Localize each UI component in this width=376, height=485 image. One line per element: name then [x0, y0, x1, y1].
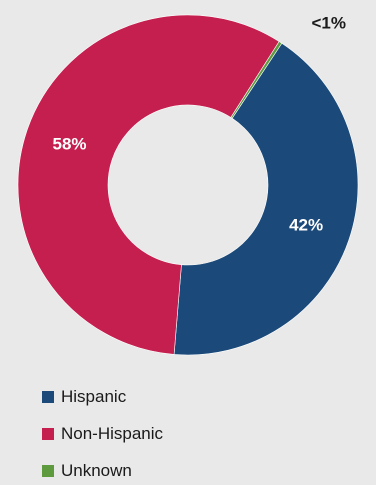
donut-chart: 42% 58% <1% [17, 13, 359, 356]
slice-label-unknown: <1% [312, 13, 347, 32]
legend-item-non-hispanic: Non-Hispanic [42, 422, 163, 446]
legend-label-unknown: Unknown [61, 461, 132, 480]
chart-legend: Hispanic Non-Hispanic Unknown [42, 385, 163, 485]
legend-swatch-hispanic [42, 391, 54, 403]
slice-unknown [230, 41, 283, 119]
legend-item-unknown: Unknown [42, 459, 163, 483]
slice-label-hispanic: 42% [289, 215, 323, 234]
slice-labels: 42% 58% <1% [52, 13, 346, 234]
legend-label-hispanic: Hispanic [61, 387, 127, 406]
legend-swatch-unknown [42, 465, 54, 477]
slice-non-hispanic [17, 14, 280, 355]
slice-label-non-hispanic: 58% [52, 135, 86, 154]
legend-swatch-non-hispanic [42, 428, 54, 440]
legend-label-non-hispanic: Non-Hispanic [61, 424, 164, 443]
donut-slices [17, 14, 359, 356]
slice-hispanic [173, 42, 359, 356]
legend-item-hispanic: Hispanic [42, 385, 163, 409]
